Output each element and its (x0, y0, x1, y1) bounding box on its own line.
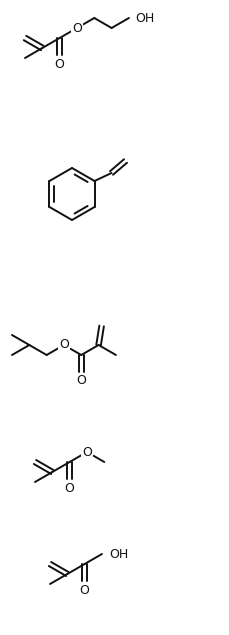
Text: O: O (59, 338, 69, 352)
Text: O: O (72, 22, 82, 34)
Text: O: O (76, 375, 86, 387)
Text: O: O (64, 481, 74, 495)
Text: OH: OH (109, 547, 128, 561)
Text: O: O (82, 446, 92, 458)
Text: O: O (79, 584, 89, 596)
Text: O: O (55, 58, 64, 70)
Text: OH: OH (134, 11, 153, 25)
